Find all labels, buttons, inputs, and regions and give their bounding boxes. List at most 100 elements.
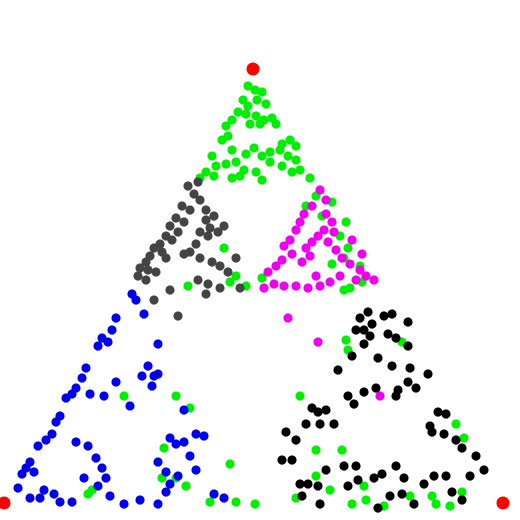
dark-gray-point xyxy=(235,283,245,293)
green-point xyxy=(345,283,355,293)
blue-point xyxy=(161,467,171,477)
black-point xyxy=(403,317,413,327)
black-point xyxy=(433,407,443,417)
green-point xyxy=(257,273,267,283)
black-point xyxy=(313,481,323,491)
magenta-point xyxy=(375,391,385,401)
dark-gray-point xyxy=(143,265,153,275)
blue-point xyxy=(93,481,103,491)
dark-gray-point xyxy=(195,195,205,205)
black-point xyxy=(359,387,369,397)
vertex-bottom-left xyxy=(0,496,11,510)
green-point xyxy=(257,87,267,97)
dark-gray-point xyxy=(193,275,203,285)
black-point xyxy=(385,491,395,501)
black-point xyxy=(423,369,433,379)
green-point xyxy=(225,459,235,469)
green-point xyxy=(243,81,253,91)
blue-point xyxy=(99,391,109,401)
dark-gray-point xyxy=(189,189,199,199)
blue-point xyxy=(199,431,209,441)
blue-point xyxy=(61,393,71,403)
blue-point xyxy=(105,491,115,501)
blue-point xyxy=(171,439,181,449)
magenta-point xyxy=(335,271,345,281)
dark-gray-point xyxy=(215,261,225,271)
blue-point xyxy=(25,493,35,503)
blue-point xyxy=(13,483,23,493)
green-point xyxy=(252,95,262,105)
black-point xyxy=(297,491,307,501)
green-point xyxy=(231,157,241,167)
blue-point xyxy=(137,371,147,381)
dark-gray-point xyxy=(203,231,213,241)
magenta-point xyxy=(299,209,309,219)
black-point xyxy=(321,465,331,475)
black-point xyxy=(365,331,375,341)
triangle-vertices xyxy=(0,62,510,510)
green-point xyxy=(291,141,301,151)
green-point xyxy=(227,145,237,155)
black-point xyxy=(277,455,287,465)
green-point xyxy=(250,85,260,95)
magenta-point xyxy=(369,275,379,285)
black-point xyxy=(343,481,353,491)
green-point xyxy=(347,499,357,509)
blue-point xyxy=(101,473,111,483)
magenta-point xyxy=(263,267,273,277)
blue-point xyxy=(153,369,163,379)
green-point xyxy=(311,445,321,455)
dark-gray-point xyxy=(141,275,151,285)
green-point xyxy=(361,495,371,505)
magenta-point xyxy=(315,281,325,291)
black-point xyxy=(329,419,339,429)
black-point xyxy=(339,461,349,471)
black-point xyxy=(295,479,305,489)
black-point xyxy=(367,319,377,329)
black-point xyxy=(347,351,357,361)
green-point xyxy=(451,419,461,429)
black-point xyxy=(355,313,365,323)
dark-gray-point xyxy=(193,177,203,187)
green-point xyxy=(231,271,241,281)
blue-point xyxy=(125,401,135,411)
blue-point xyxy=(153,499,163,509)
green-point xyxy=(359,481,369,491)
dark-gray-point xyxy=(179,217,189,227)
blue-point xyxy=(153,339,163,349)
black-point xyxy=(359,339,369,349)
magenta-point xyxy=(313,231,323,241)
black-point xyxy=(447,487,457,497)
dark-gray-point xyxy=(195,253,205,263)
blue-point xyxy=(131,295,141,305)
blue-point xyxy=(91,453,101,463)
black-point xyxy=(369,473,379,483)
green-point xyxy=(445,501,455,511)
black-point xyxy=(349,399,359,409)
green-point xyxy=(241,109,251,119)
magenta-point xyxy=(323,237,333,247)
black-point xyxy=(427,427,437,437)
magenta-point xyxy=(361,271,371,281)
magenta-point xyxy=(327,217,337,227)
black-point xyxy=(403,341,413,351)
magenta-point xyxy=(351,275,361,285)
green-point xyxy=(171,391,181,401)
green-point xyxy=(233,107,243,117)
black-point xyxy=(387,361,397,371)
magenta-point xyxy=(283,313,293,323)
blue-point xyxy=(79,473,89,483)
black-point xyxy=(373,353,383,363)
green-point xyxy=(245,119,255,129)
magenta-point xyxy=(315,185,325,195)
black-point xyxy=(363,307,373,317)
blue-point xyxy=(49,489,59,499)
blue-point xyxy=(111,313,121,323)
magenta-point xyxy=(307,201,317,211)
dark-gray-point xyxy=(219,221,229,231)
magenta-point xyxy=(311,271,321,281)
black-point xyxy=(391,333,401,343)
dark-gray-point xyxy=(209,211,219,221)
dark-gray-point xyxy=(161,253,171,263)
